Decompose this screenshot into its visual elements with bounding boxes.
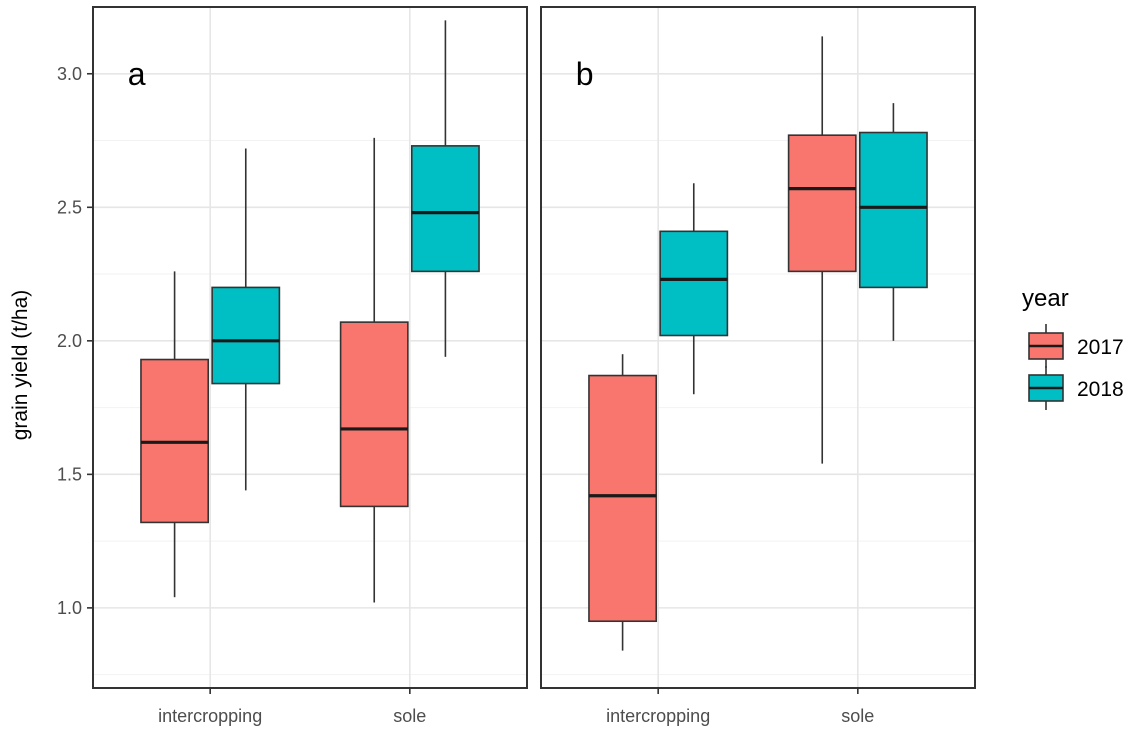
y-tick-label: 3.0 (57, 64, 82, 84)
box-body (659, 230, 729, 337)
x-tick-label: sole (841, 706, 874, 726)
x-tick-label: intercropping (158, 706, 262, 726)
y-tick-label: 1.0 (57, 598, 82, 618)
box-body (787, 134, 857, 273)
box-sole-2018 (858, 103, 928, 341)
legend-title: year (1022, 285, 1069, 312)
panel-background (93, 7, 527, 688)
box-intercropping-2017 (140, 271, 210, 598)
box-body (410, 145, 480, 273)
panel-border (540, 6, 976, 689)
legend: year 2017 2018 (1022, 285, 1124, 410)
x-tick-label: sole (393, 706, 426, 726)
legend-item-2018: 2018 (1028, 366, 1124, 410)
legend-label: 2018 (1077, 378, 1124, 401)
y-axis-title: grain yield (t/ha) (9, 290, 32, 441)
panel-b: b intercropping sole (540, 6, 976, 726)
panels-layer: a intercropping sole b intercropping sole (92, 6, 976, 726)
box-intercropping-2018 (659, 183, 729, 395)
legend-item-2017: 2017 (1028, 324, 1124, 368)
box-body (211, 286, 281, 385)
x-tick-label: intercropping (606, 706, 710, 726)
box-body (858, 131, 928, 289)
box-body (339, 321, 409, 508)
y-tick-label: 2.5 (57, 197, 82, 217)
panel-border (92, 6, 528, 689)
y-tick-label: 2.0 (57, 331, 82, 351)
panel-tag-a: a (128, 56, 146, 92)
box-body (588, 374, 658, 623)
box-intercropping-2017 (588, 354, 658, 651)
y-axis: 1.0 1.5 2.0 2.5 3.0 (57, 64, 93, 618)
box-sole-2017 (339, 137, 409, 603)
legend-items: 2017 2018 (1028, 324, 1124, 410)
legend-label: 2017 (1077, 336, 1124, 359)
box-sole-2017 (787, 36, 857, 464)
panel-tag-b: b (576, 56, 594, 92)
box-intercropping-2018 (211, 148, 281, 491)
y-tick-label: 1.5 (57, 464, 82, 484)
panel-a: a intercropping sole (92, 6, 528, 726)
box-sole-2018 (410, 20, 480, 357)
